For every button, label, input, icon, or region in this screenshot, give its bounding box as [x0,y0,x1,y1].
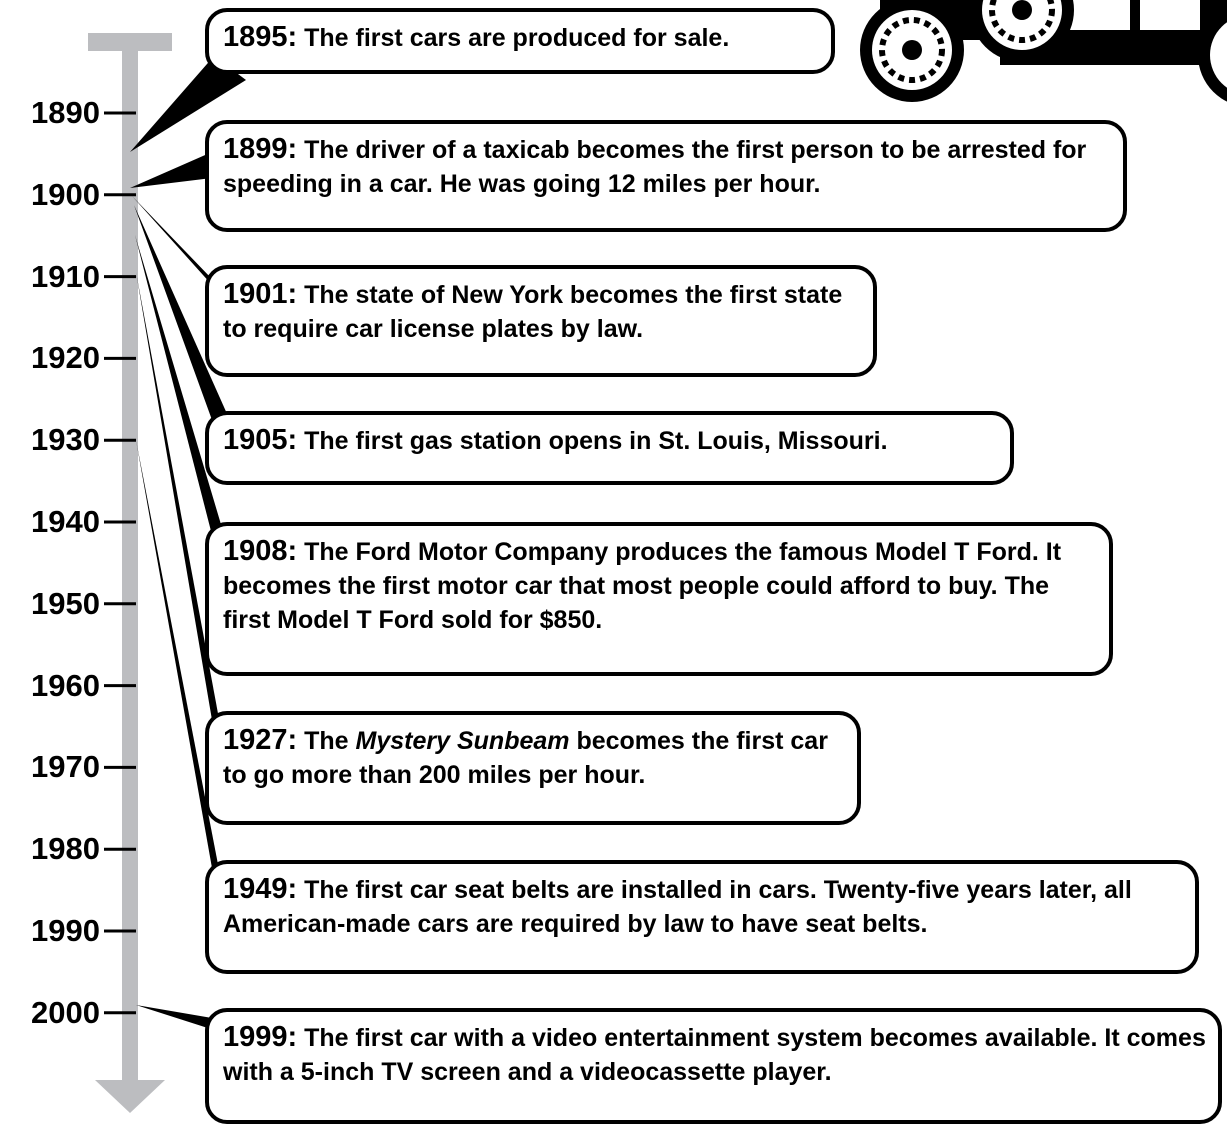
tick-label: 1980 [0,832,100,866]
car-illustration [860,0,1227,107]
event-box: 1901: The state of New York becomes the … [205,265,877,377]
event-box: 1899: The driver of a taxicab becomes th… [205,120,1127,232]
event-year: 1949: [223,873,297,905]
event-text: The driver of a taxicab becomes the firs… [223,136,1086,198]
axis-bar [122,33,138,1093]
tick-label: 1970 [0,750,100,784]
event-year: 1999: [223,1021,297,1053]
tick-label: 1910 [0,260,100,294]
event-text: The first car seat belts are installed i… [223,876,1132,938]
tick-label: 1900 [0,178,100,212]
event-text: The state of New York becomes the first … [223,281,842,343]
event-year: 1927: [223,724,297,756]
event-box: 1908: The Ford Motor Company produces th… [205,522,1113,676]
event-text: The first gas station opens in St. Louis… [304,427,887,455]
event-text: The first car with a video entertainment… [223,1024,1206,1086]
event-box: 1927: The Mystery Sunbeam becomes the fi… [205,711,861,825]
event-year: 1905: [223,424,297,456]
tick-label: 1990 [0,914,100,948]
event-year: 1899: [223,133,297,165]
event-box: 1895: The first cars are produced for sa… [205,8,835,74]
event-emphasis: Mystery Sunbeam [356,727,570,755]
event-text: The first cars are produced for sale. [304,24,729,52]
timeline-page: 1890 1900 1910 1920 1930 1940 1950 1960 1970 1980… [0,0,1227,1127]
event-year: 1908: [223,535,297,567]
tick-label: 1950 [0,587,100,621]
event-year: 1901: [223,278,297,310]
tick-label: 1890 [0,96,100,130]
tick-label: 2000 [0,996,100,1030]
event-text: The Ford Motor Company produces the famo… [223,538,1061,634]
event-box: 1905: The first gas station opens in St.… [205,411,1014,485]
event-box: 1949: The first car seat belts are insta… [205,860,1199,974]
tick-label: 1940 [0,505,100,539]
event-text: The [304,727,348,755]
axis-arrow [95,1080,165,1113]
event-year: 1895: [223,21,297,53]
tick-label: 1960 [0,669,100,703]
tick-label: 1930 [0,423,100,457]
event-box: 1999: The first car with a video enterta… [205,1008,1222,1124]
tick-label: 1920 [0,341,100,375]
